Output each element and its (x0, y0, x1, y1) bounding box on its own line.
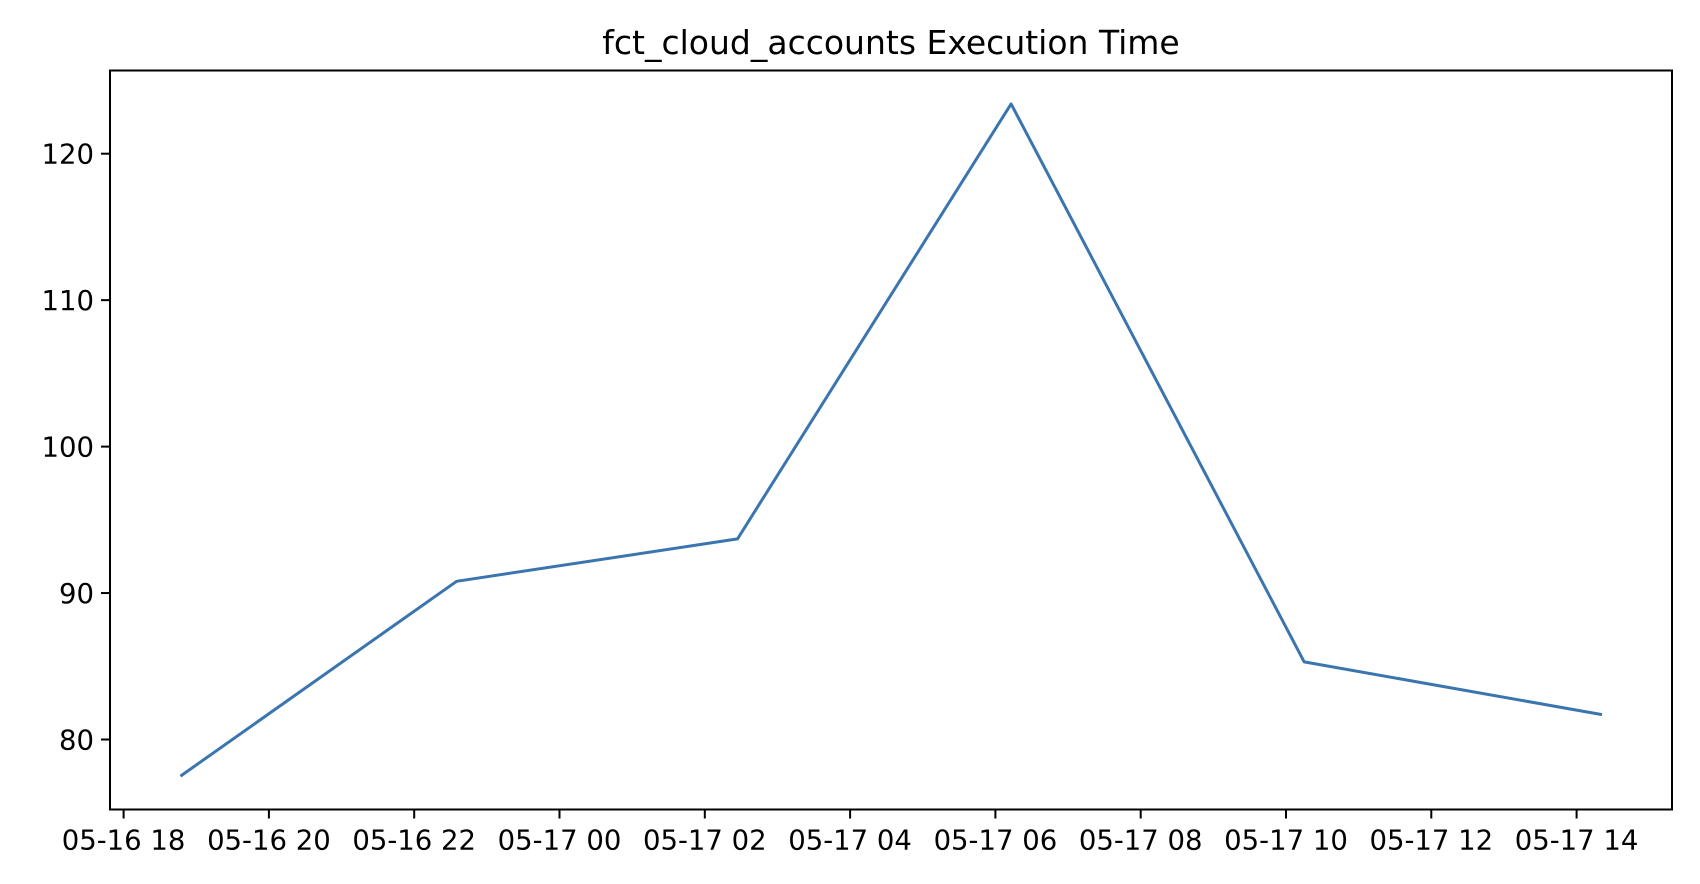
x-tick-label: 05-17 06 (934, 825, 1058, 857)
x-tick-label: 05-17 14 (1515, 825, 1639, 857)
x-tick-label: 05-17 12 (1369, 825, 1493, 857)
y-tick-label: 90 (59, 578, 94, 610)
y-tick-label: 100 (42, 432, 95, 464)
x-axis: 05-16 18 05-16 20 05-16 22 05-17 00 05-17 02… (62, 809, 1639, 857)
x-tick-label: 05-17 10 (1224, 825, 1348, 857)
x-tick-label: 05-17 08 (1079, 825, 1203, 857)
chart-title: fct_cloud_accounts Execution Time (602, 23, 1179, 62)
y-tick-label: 80 (59, 725, 94, 757)
plot-area-frame (109, 69, 1673, 811)
series-line (179, 102, 1603, 778)
x-tick-label: 05-16 18 (62, 825, 186, 857)
x-tick-label: 05-17 04 (788, 825, 912, 857)
y-tick-label: 120 (42, 139, 95, 171)
y-tick-label: 110 (42, 285, 95, 317)
x-tick-label: 05-17 00 (498, 825, 622, 857)
y-axis: 80 90 100 110 120 (42, 139, 110, 757)
x-tick-label: 05-16 22 (352, 825, 476, 857)
series-group (179, 102, 1603, 778)
x-tick-label: 05-16 20 (207, 825, 331, 857)
x-tick-label: 05-17 02 (643, 825, 767, 857)
